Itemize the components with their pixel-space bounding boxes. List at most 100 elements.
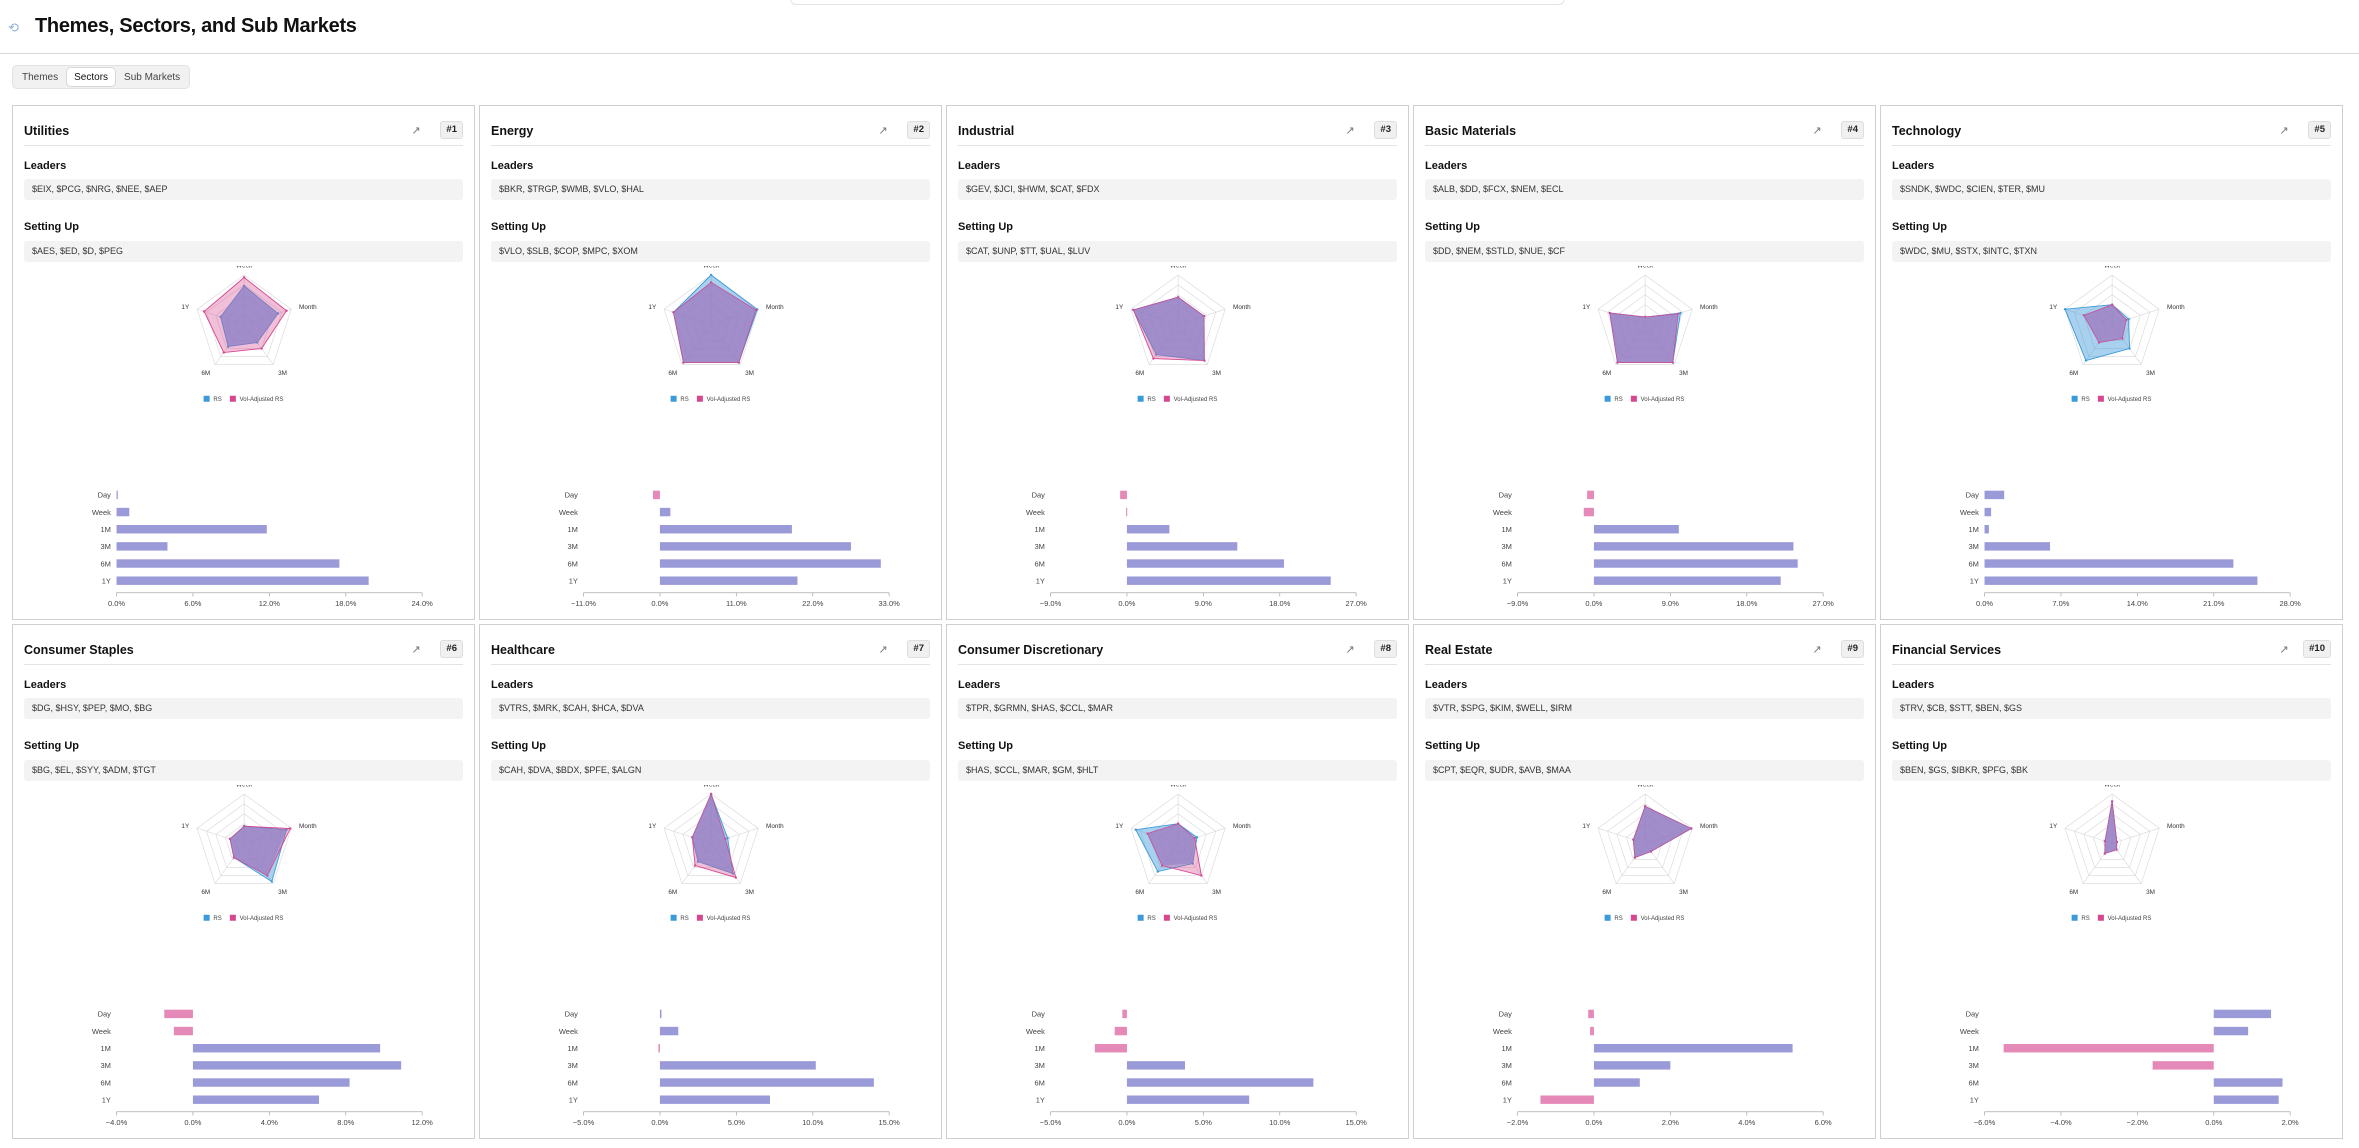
period-label: Week — [1960, 508, 1979, 517]
radar-chart: Week Month 3M 6M 1Y RS Vol-Adjusted RS — [1582, 785, 1718, 922]
rank-badge: #4 — [1841, 121, 1864, 139]
setting-up-tickers: $BG, $EL, $SYY, $ADM, $TGT — [24, 760, 463, 781]
rank-badge: #10 — [2303, 640, 2331, 658]
leaders-label: Leaders — [1425, 679, 1468, 691]
legend-vol-swatch — [2097, 914, 2104, 921]
x-tick-label: 0.0% — [651, 599, 668, 606]
return-bar — [1984, 576, 2258, 585]
radar-axis-label: Week — [703, 266, 720, 270]
leaders-tickers: $SNDK, $WDC, $CIEN, $TER, $MU — [1892, 179, 2331, 200]
sector-card: Financial Services ↗ #10 Leaders $TRV, $… — [1880, 624, 2343, 1139]
radar-axis-label: 6M — [1135, 889, 1144, 896]
return-bar — [116, 490, 118, 500]
x-tick-label: 0.0% — [2205, 1118, 2222, 1125]
return-bar — [116, 525, 267, 534]
x-tick-label: 10.0% — [802, 1118, 824, 1125]
returns-bar-chart: −9.0% 0.0% 9.0% 18.0% 27.0% Day Week 1M 3M 6M 1Y — [1026, 490, 1367, 606]
return-bar — [164, 1009, 193, 1019]
radar-axis-label: Week — [703, 785, 720, 789]
radar-legend: RS Vol-Adjusted RS — [203, 395, 283, 403]
line-chart-icon[interactable]: ↗ — [1812, 644, 1822, 656]
radar-axis-label: 6M — [1135, 370, 1144, 377]
period-label: Week — [92, 508, 111, 517]
legend-vol-swatch — [1163, 914, 1170, 921]
period-label: 6M — [567, 1078, 577, 1087]
setting-up-label: Setting Up — [24, 221, 79, 233]
period-label: 1Y — [1036, 577, 1045, 586]
line-chart-icon[interactable]: ↗ — [411, 644, 421, 656]
radar-axis-label: 3M — [1212, 370, 1221, 377]
line-chart-icon[interactable]: ↗ — [411, 125, 421, 137]
radar-grid-ring — [2074, 803, 2151, 876]
return-bar — [116, 507, 130, 517]
setting-up-tickers: $CAH, $DVA, $BDX, $PFE, $ALGN — [491, 760, 930, 781]
return-bar — [2003, 1044, 2214, 1053]
legend-rs-swatch — [670, 914, 677, 921]
legend-rs-label: RS — [680, 397, 688, 403]
sector-card: Basic Materials ↗ #4 Leaders $ALB, $DD, … — [1413, 105, 1876, 620]
period-label: 1M — [567, 1044, 577, 1053]
setting-up-tickers: $BEN, $GS, $IBKR, $PFG, $BK — [1892, 760, 2331, 781]
leaders-label: Leaders — [1892, 679, 1935, 691]
period-label: 1Y — [569, 1096, 578, 1105]
tab-themes[interactable]: Themes — [22, 72, 59, 83]
line-chart-icon[interactable]: ↗ — [2279, 644, 2289, 656]
legend-vol-swatch — [696, 914, 703, 921]
radar-axis-label: Week — [1170, 785, 1187, 789]
line-chart-icon[interactable]: ↗ — [1345, 644, 1355, 656]
setting-up-tickers: $WDC, $MU, $STX, $INTC, $TXN — [1892, 241, 2331, 262]
radar-axis-label: Month — [766, 304, 784, 311]
rs-series-point — [726, 836, 729, 840]
line-chart-icon[interactable]: ↗ — [878, 125, 888, 137]
radar-legend: RS Vol-Adjusted RS — [1137, 395, 1217, 403]
sector-title: Financial Services — [1892, 643, 2002, 657]
radar-axis-label: Month — [1700, 823, 1718, 830]
legend-rs-label: RS — [1147, 397, 1155, 403]
period-label: Week — [1493, 1027, 1512, 1036]
tab-sub-markets[interactable]: Sub Markets — [124, 72, 181, 83]
legend-vol-swatch — [229, 395, 236, 402]
radar-axis-label: 6M — [2069, 889, 2078, 896]
card-header: Healthcare ↗ #7 — [491, 637, 930, 665]
radar-axis-label: 6M — [1602, 889, 1611, 896]
x-tick-label: 9.0% — [1662, 599, 1679, 606]
x-tick-label: 22.0% — [802, 599, 824, 606]
radar-grid-ring — [206, 803, 283, 876]
x-tick-label: 5.0% — [1195, 1118, 1212, 1125]
radar-spoke — [2112, 827, 2160, 844]
legend-rs-label: RS — [1147, 916, 1155, 922]
return-bar — [659, 559, 881, 568]
legend-rs-swatch — [203, 395, 210, 402]
line-chart-icon[interactable]: ↗ — [878, 644, 888, 656]
sector-card: Energy ↗ #2 Leaders $BKR, $TRGP, $WMB, $… — [479, 105, 942, 620]
line-chart-icon[interactable]: ↗ — [1812, 125, 1822, 137]
period-label: 6M — [100, 1078, 110, 1087]
return-bar — [659, 576, 798, 585]
tab-sectors[interactable]: Sectors — [67, 68, 116, 86]
x-tick-label: −4.0% — [106, 1118, 128, 1125]
radar-chart: Week Month 3M 6M 1Y RS Vol-Adjusted RS — [648, 785, 784, 922]
radar-grid-ring — [2102, 833, 2122, 852]
legend-rs-label: RS — [213, 916, 221, 922]
line-chart-icon[interactable]: ↗ — [1345, 125, 1355, 137]
leaders-label: Leaders — [1425, 160, 1468, 172]
period-label: 1Y — [1970, 577, 1979, 586]
legend-vol-swatch — [1163, 395, 1170, 402]
rs-series-point — [270, 880, 273, 883]
period-label: Week — [1026, 1027, 1045, 1036]
radar-axis-label: 3M — [1212, 889, 1221, 896]
period-label: 1Y — [569, 577, 578, 586]
period-label: 3M — [567, 542, 577, 551]
return-bar — [1593, 1061, 1671, 1070]
setting-up-label: Setting Up — [491, 221, 546, 233]
rs-series-point — [1679, 311, 1682, 315]
return-bar — [1122, 1009, 1127, 1019]
rank-badge: #2 — [907, 121, 930, 139]
leaders-tickers: $VTRS, $MRK, $CAH, $HCA, $DVA — [491, 698, 930, 719]
radar-grid-ring — [196, 274, 292, 365]
app-logo-icon[interactable]: ⟲ — [8, 20, 19, 35]
returns-bar-chart: −11.0% 0.0% 11.0% 22.0% 33.0% Day Week 1M 3M 6M 1Y — [559, 490, 900, 606]
line-chart-icon[interactable]: ↗ — [2279, 125, 2289, 137]
period-label: 1Y — [1503, 577, 1512, 586]
return-bar — [659, 1026, 679, 1036]
